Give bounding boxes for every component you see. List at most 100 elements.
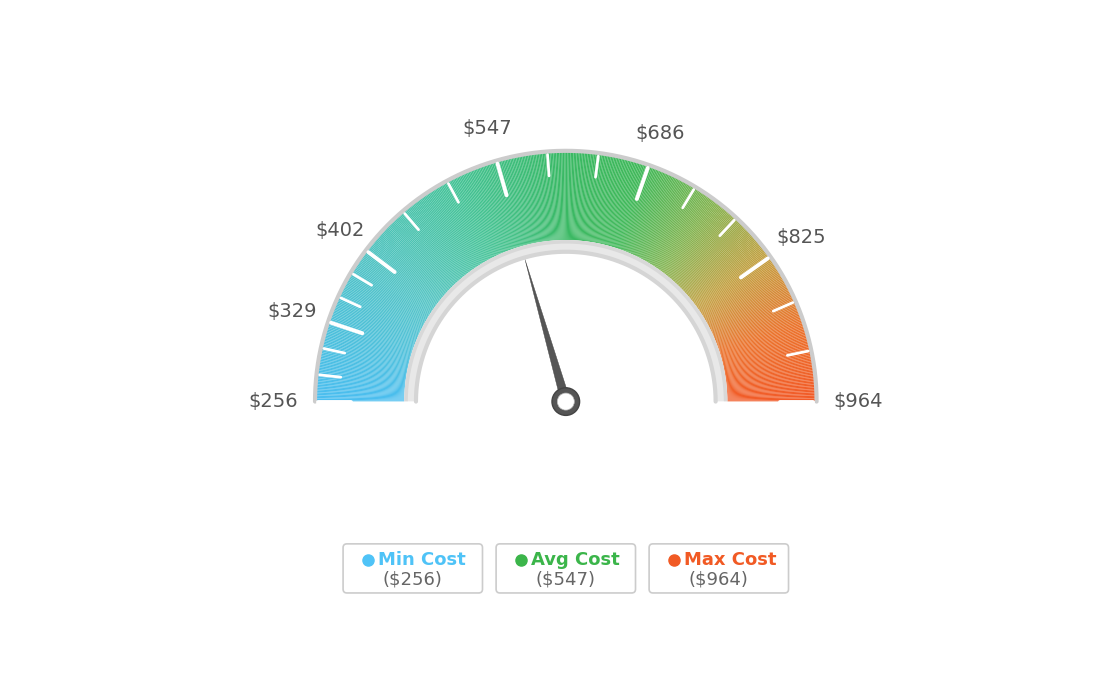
Circle shape — [552, 388, 580, 415]
Wedge shape — [539, 152, 550, 241]
Wedge shape — [389, 223, 453, 287]
Wedge shape — [449, 179, 491, 259]
Wedge shape — [715, 306, 798, 341]
Wedge shape — [355, 264, 431, 313]
Wedge shape — [666, 204, 722, 275]
Wedge shape — [709, 286, 789, 328]
Wedge shape — [620, 166, 652, 250]
Wedge shape — [528, 153, 542, 242]
Wedge shape — [383, 229, 448, 291]
Wedge shape — [315, 397, 404, 400]
Wedge shape — [522, 155, 539, 243]
Wedge shape — [720, 327, 806, 355]
Wedge shape — [675, 215, 735, 282]
Wedge shape — [720, 324, 805, 353]
Wedge shape — [348, 277, 426, 322]
Wedge shape — [374, 238, 444, 297]
Wedge shape — [434, 188, 481, 264]
Wedge shape — [337, 297, 418, 335]
Wedge shape — [335, 302, 417, 338]
Wedge shape — [628, 170, 664, 253]
Wedge shape — [482, 165, 513, 249]
Wedge shape — [350, 273, 427, 319]
Wedge shape — [703, 271, 781, 319]
Wedge shape — [725, 359, 814, 375]
Wedge shape — [337, 299, 418, 337]
Wedge shape — [316, 386, 404, 393]
Wedge shape — [329, 318, 414, 348]
Wedge shape — [609, 160, 635, 246]
Wedge shape — [677, 219, 739, 284]
Wedge shape — [564, 151, 565, 240]
Wedge shape — [400, 213, 459, 280]
Wedge shape — [415, 201, 469, 273]
Wedge shape — [691, 244, 762, 301]
Wedge shape — [343, 285, 423, 327]
Wedge shape — [718, 314, 802, 346]
Wedge shape — [316, 381, 405, 389]
Text: Max Cost: Max Cost — [683, 551, 776, 569]
Wedge shape — [558, 151, 562, 240]
Wedge shape — [715, 308, 799, 342]
Wedge shape — [317, 372, 405, 384]
Wedge shape — [690, 241, 760, 299]
Wedge shape — [336, 301, 418, 337]
Wedge shape — [404, 240, 728, 402]
Wedge shape — [326, 327, 412, 355]
Wedge shape — [701, 264, 777, 314]
Wedge shape — [316, 387, 404, 393]
Wedge shape — [625, 168, 659, 252]
Wedge shape — [475, 167, 508, 251]
Wedge shape — [652, 190, 701, 266]
Wedge shape — [726, 368, 815, 382]
Wedge shape — [726, 375, 816, 386]
Wedge shape — [382, 230, 448, 292]
Wedge shape — [316, 377, 405, 386]
Wedge shape — [364, 252, 436, 306]
Wedge shape — [322, 339, 410, 362]
Wedge shape — [714, 305, 798, 340]
Wedge shape — [622, 166, 654, 250]
Wedge shape — [452, 177, 493, 257]
Wedge shape — [459, 174, 498, 255]
Wedge shape — [523, 154, 540, 242]
Wedge shape — [662, 201, 716, 273]
Wedge shape — [316, 380, 405, 388]
Wedge shape — [613, 161, 640, 247]
Wedge shape — [340, 290, 421, 331]
Wedge shape — [609, 160, 636, 246]
Wedge shape — [680, 224, 744, 288]
Wedge shape — [486, 164, 514, 248]
Wedge shape — [664, 201, 719, 273]
Wedge shape — [725, 361, 814, 376]
Wedge shape — [711, 290, 792, 331]
Wedge shape — [346, 281, 424, 325]
Wedge shape — [351, 270, 428, 317]
Wedge shape — [332, 308, 416, 342]
Wedge shape — [701, 264, 776, 313]
Wedge shape — [659, 197, 712, 270]
Wedge shape — [426, 193, 477, 268]
Wedge shape — [331, 310, 415, 344]
Wedge shape — [327, 323, 413, 352]
Wedge shape — [321, 347, 408, 367]
Wedge shape — [325, 332, 411, 357]
Wedge shape — [679, 223, 743, 287]
Wedge shape — [541, 152, 551, 241]
FancyBboxPatch shape — [649, 544, 788, 593]
Wedge shape — [585, 152, 597, 242]
Wedge shape — [723, 347, 810, 367]
Wedge shape — [315, 398, 404, 401]
Wedge shape — [574, 151, 580, 240]
Wedge shape — [677, 220, 740, 285]
Wedge shape — [647, 185, 693, 263]
Wedge shape — [416, 252, 715, 402]
Wedge shape — [393, 219, 455, 284]
Wedge shape — [646, 184, 691, 262]
Wedge shape — [728, 397, 817, 400]
Wedge shape — [691, 243, 761, 300]
Wedge shape — [583, 152, 594, 241]
Wedge shape — [629, 171, 666, 253]
Wedge shape — [724, 355, 813, 373]
Wedge shape — [491, 161, 519, 247]
